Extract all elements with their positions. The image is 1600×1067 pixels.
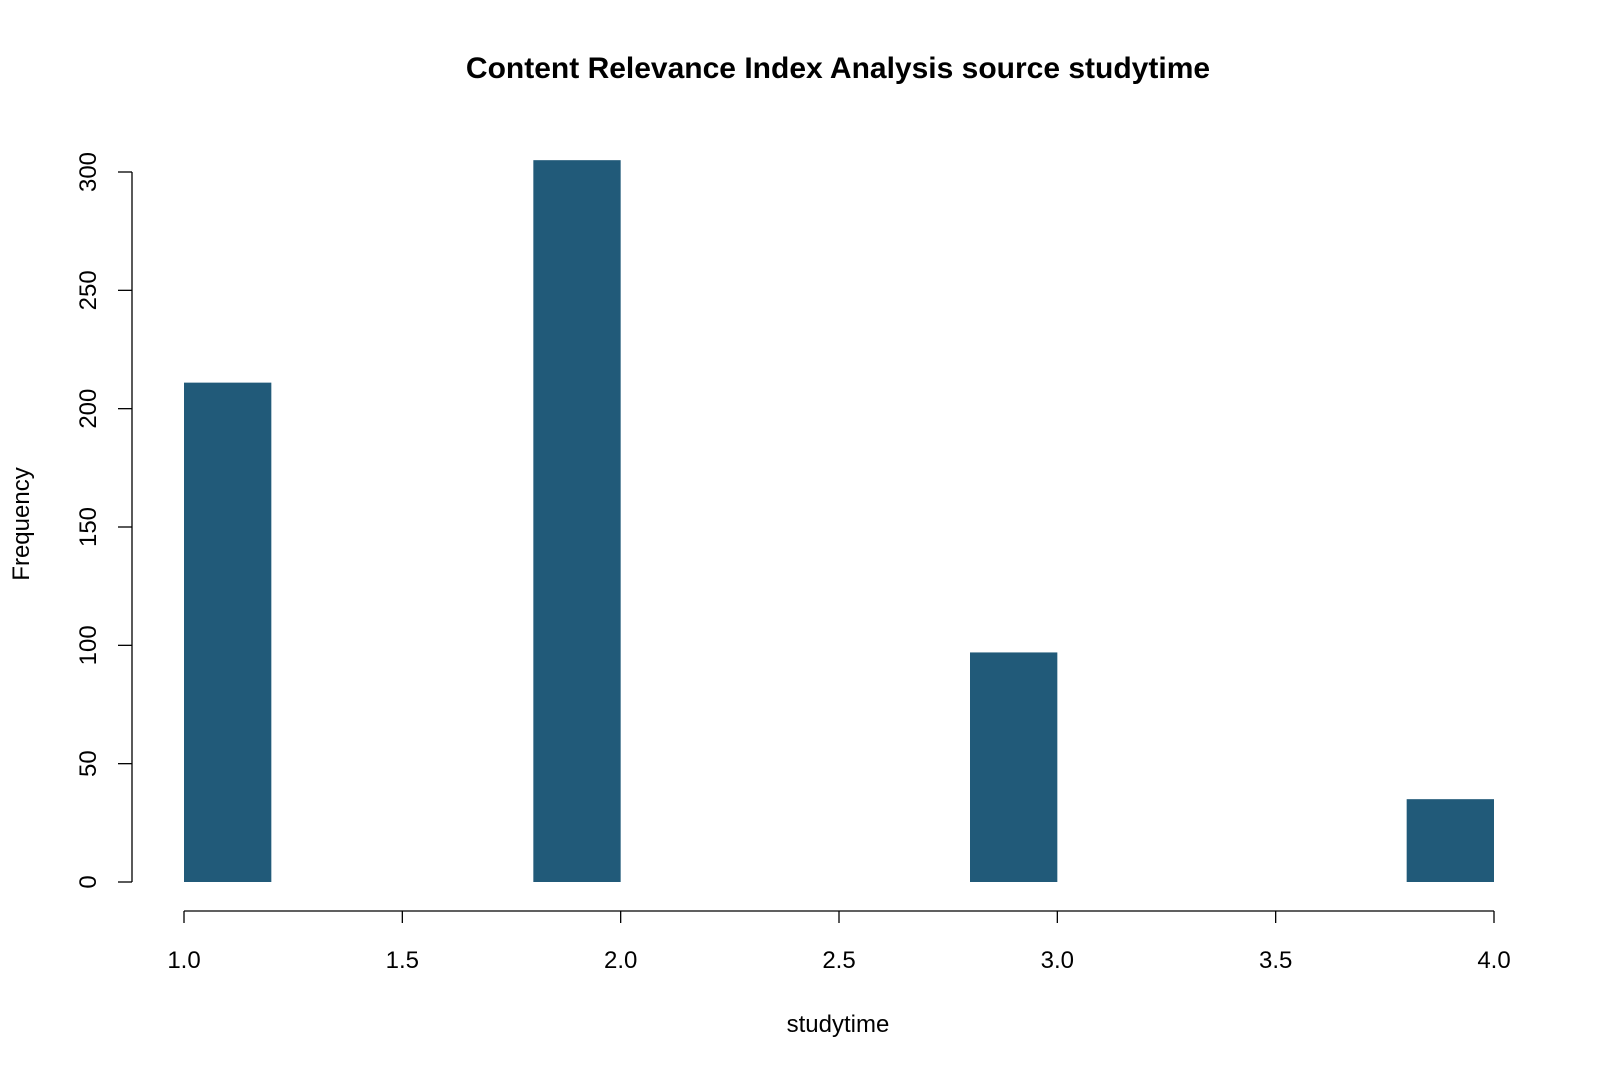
x-tick-label: 3.0 <box>1041 947 1074 974</box>
chart-title: Content Relevance Index Analysis source … <box>466 52 1210 85</box>
y-axis-label: Frequency <box>8 467 35 580</box>
histogram-bar-3 <box>1406 799 1494 882</box>
x-tick-label: 3.5 <box>1259 947 1292 974</box>
y-tick-label: 150 <box>75 507 102 547</box>
histogram-bar-0 <box>184 382 272 882</box>
y-tick-label: 200 <box>75 389 102 429</box>
y-tick-label: 0 <box>75 875 102 888</box>
bars-group <box>184 160 1494 882</box>
x-tick-label: 2.5 <box>822 947 855 974</box>
y-tick-label: 300 <box>75 152 102 192</box>
y-tick-label: 100 <box>75 625 102 665</box>
histogram-bar-2 <box>970 652 1058 882</box>
x-tick-label: 4.0 <box>1477 947 1510 974</box>
x-tick-label: 1.0 <box>167 947 200 974</box>
x-tick-label: 1.5 <box>386 947 419 974</box>
x-axis: 1.0 1.5 2.0 2.5 3.0 3.5 4.0 <box>167 910 1511 974</box>
histogram-bar-1 <box>533 160 621 882</box>
y-tick-label: 50 <box>75 750 102 777</box>
y-axis: 0 50 100 150 200 250 300 <box>75 152 133 889</box>
y-tick-label: 250 <box>75 270 102 310</box>
x-tick-label: 2.0 <box>604 947 637 974</box>
x-axis-label: studytime <box>787 1011 890 1038</box>
